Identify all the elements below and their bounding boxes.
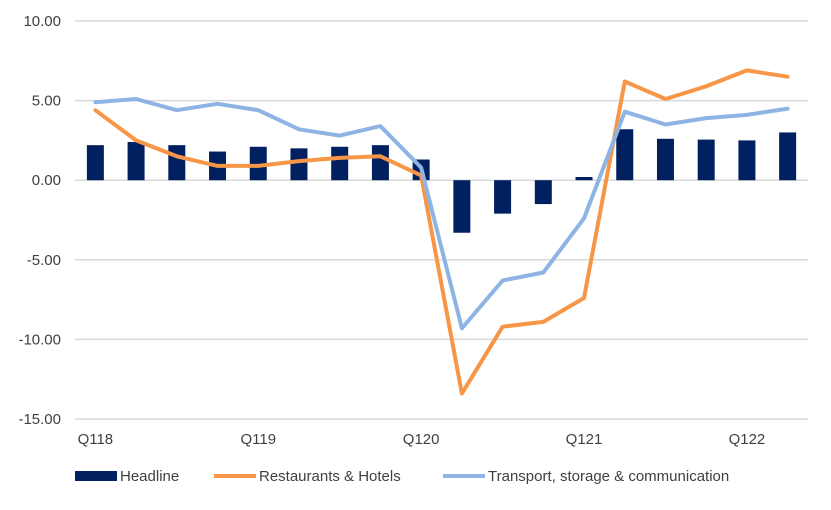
y-tick-label: -15.00 (18, 411, 61, 428)
bar-headline (535, 180, 552, 204)
bar-headline (698, 140, 715, 181)
bar-headline (657, 139, 674, 180)
bar-headline (453, 180, 470, 233)
bar-headline (128, 142, 145, 180)
bar-headline (87, 145, 104, 180)
bar-headline (576, 177, 593, 180)
x-tick-label: Q122 (729, 431, 766, 448)
headline-bars (87, 129, 796, 232)
line-restaurants-hotels (95, 70, 787, 393)
bar-headline (494, 180, 511, 213)
bar-headline (331, 147, 348, 180)
y-tick-label: 5.00 (32, 93, 61, 110)
gridlines (75, 21, 808, 419)
bar-headline (616, 129, 633, 180)
x-axis-ticks: Q118 Q119 Q120 Q121 Q122 (78, 431, 766, 448)
y-tick-label: -10.00 (18, 331, 61, 348)
bar-headline (779, 132, 796, 180)
bar-headline (738, 140, 755, 180)
x-tick-label: Q118 (78, 431, 114, 448)
x-tick-label: Q121 (566, 431, 603, 448)
bar-headline (168, 145, 185, 180)
legend-label: Headline (120, 468, 179, 485)
bar-headline (372, 145, 389, 180)
legend-label: Transport, storage & communication (488, 468, 729, 485)
series-lines (95, 70, 787, 393)
legend-swatch-headline (75, 471, 117, 481)
y-tick-label: 10.00 (23, 13, 61, 30)
x-tick-label: Q119 (240, 431, 276, 448)
y-axis-ticks: 10.00 5.00 0.00 -5.00 -10.00 -15.00 (18, 13, 61, 428)
legend: Headline Restaurants & Hotels Transport, s… (75, 468, 729, 485)
bar-headline (290, 148, 307, 180)
legend-label: Restaurants & Hotels (259, 468, 401, 485)
x-tick-label: Q120 (403, 431, 440, 448)
y-tick-label: 0.00 (32, 172, 61, 189)
y-tick-label: -5.00 (27, 252, 61, 269)
